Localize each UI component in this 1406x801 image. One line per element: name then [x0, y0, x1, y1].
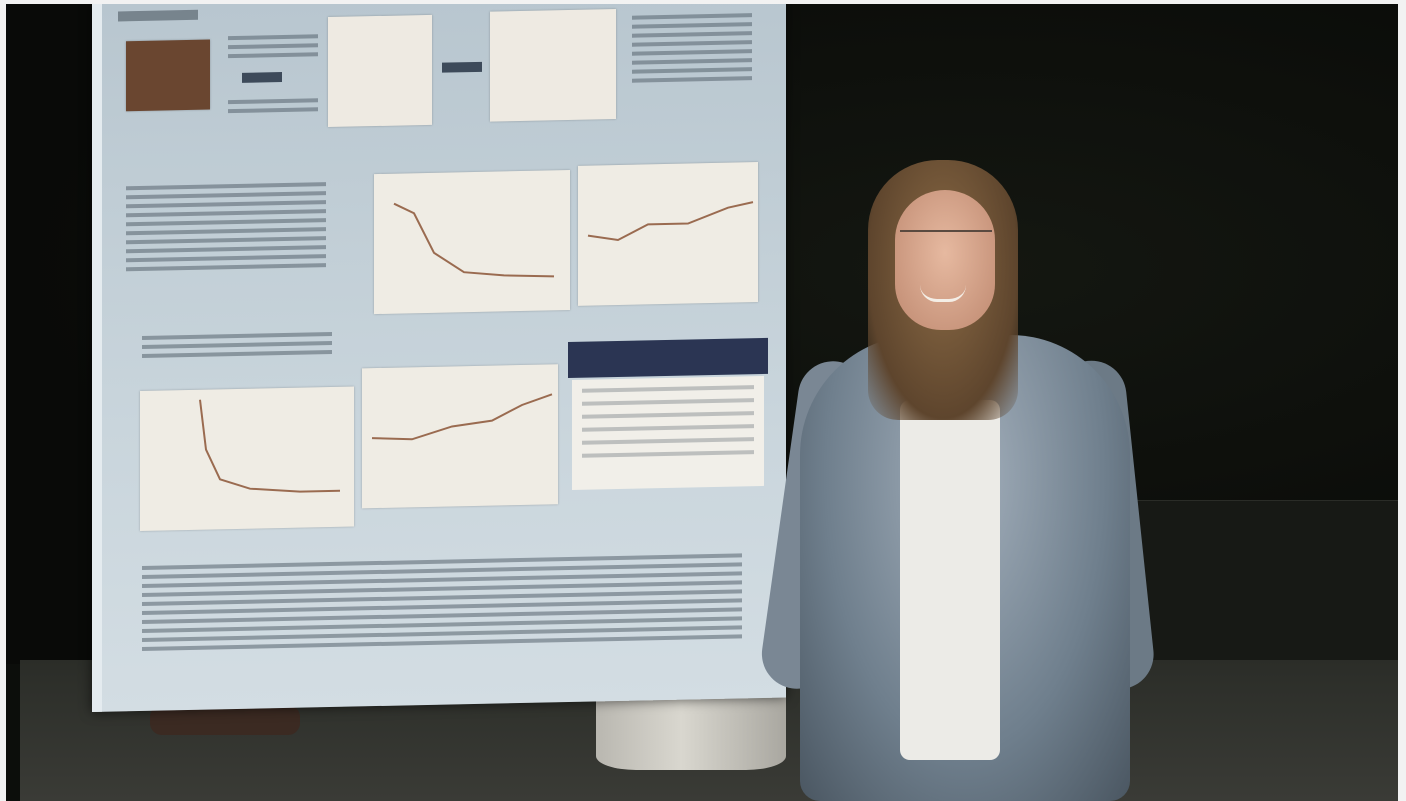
- figure-panel: [328, 14, 432, 128]
- sample-photo: [126, 39, 210, 112]
- presenter: [757, 150, 1158, 801]
- face: [895, 190, 995, 330]
- plot-top-right: [578, 162, 758, 306]
- table-header-band: [568, 337, 768, 379]
- display-panel: [1130, 500, 1398, 681]
- white-shirt: [900, 400, 1000, 760]
- plot-bottom-middle: [362, 364, 558, 509]
- process-arrow: [242, 72, 282, 83]
- figure-caption: [228, 29, 318, 63]
- figure-panel: [490, 9, 616, 122]
- methods-text: [126, 177, 326, 276]
- process-arrow: [442, 61, 482, 73]
- photo-border-top: [0, 0, 1406, 4]
- plot-bottom-left: [140, 386, 354, 531]
- glasses: [900, 230, 992, 248]
- photo-border-right: [1398, 0, 1406, 801]
- research-poster: [92, 0, 786, 713]
- poster-edge: [92, 1, 102, 713]
- poster-heading-blur: [118, 9, 198, 22]
- conclusions-text: [142, 548, 742, 656]
- results-text: [142, 327, 332, 363]
- figure-caption: [228, 93, 318, 118]
- plot-top-left: [374, 169, 570, 315]
- photo-border-left: [0, 0, 6, 801]
- results-table: [572, 375, 764, 490]
- smile: [920, 285, 966, 302]
- intro-text: [632, 8, 752, 88]
